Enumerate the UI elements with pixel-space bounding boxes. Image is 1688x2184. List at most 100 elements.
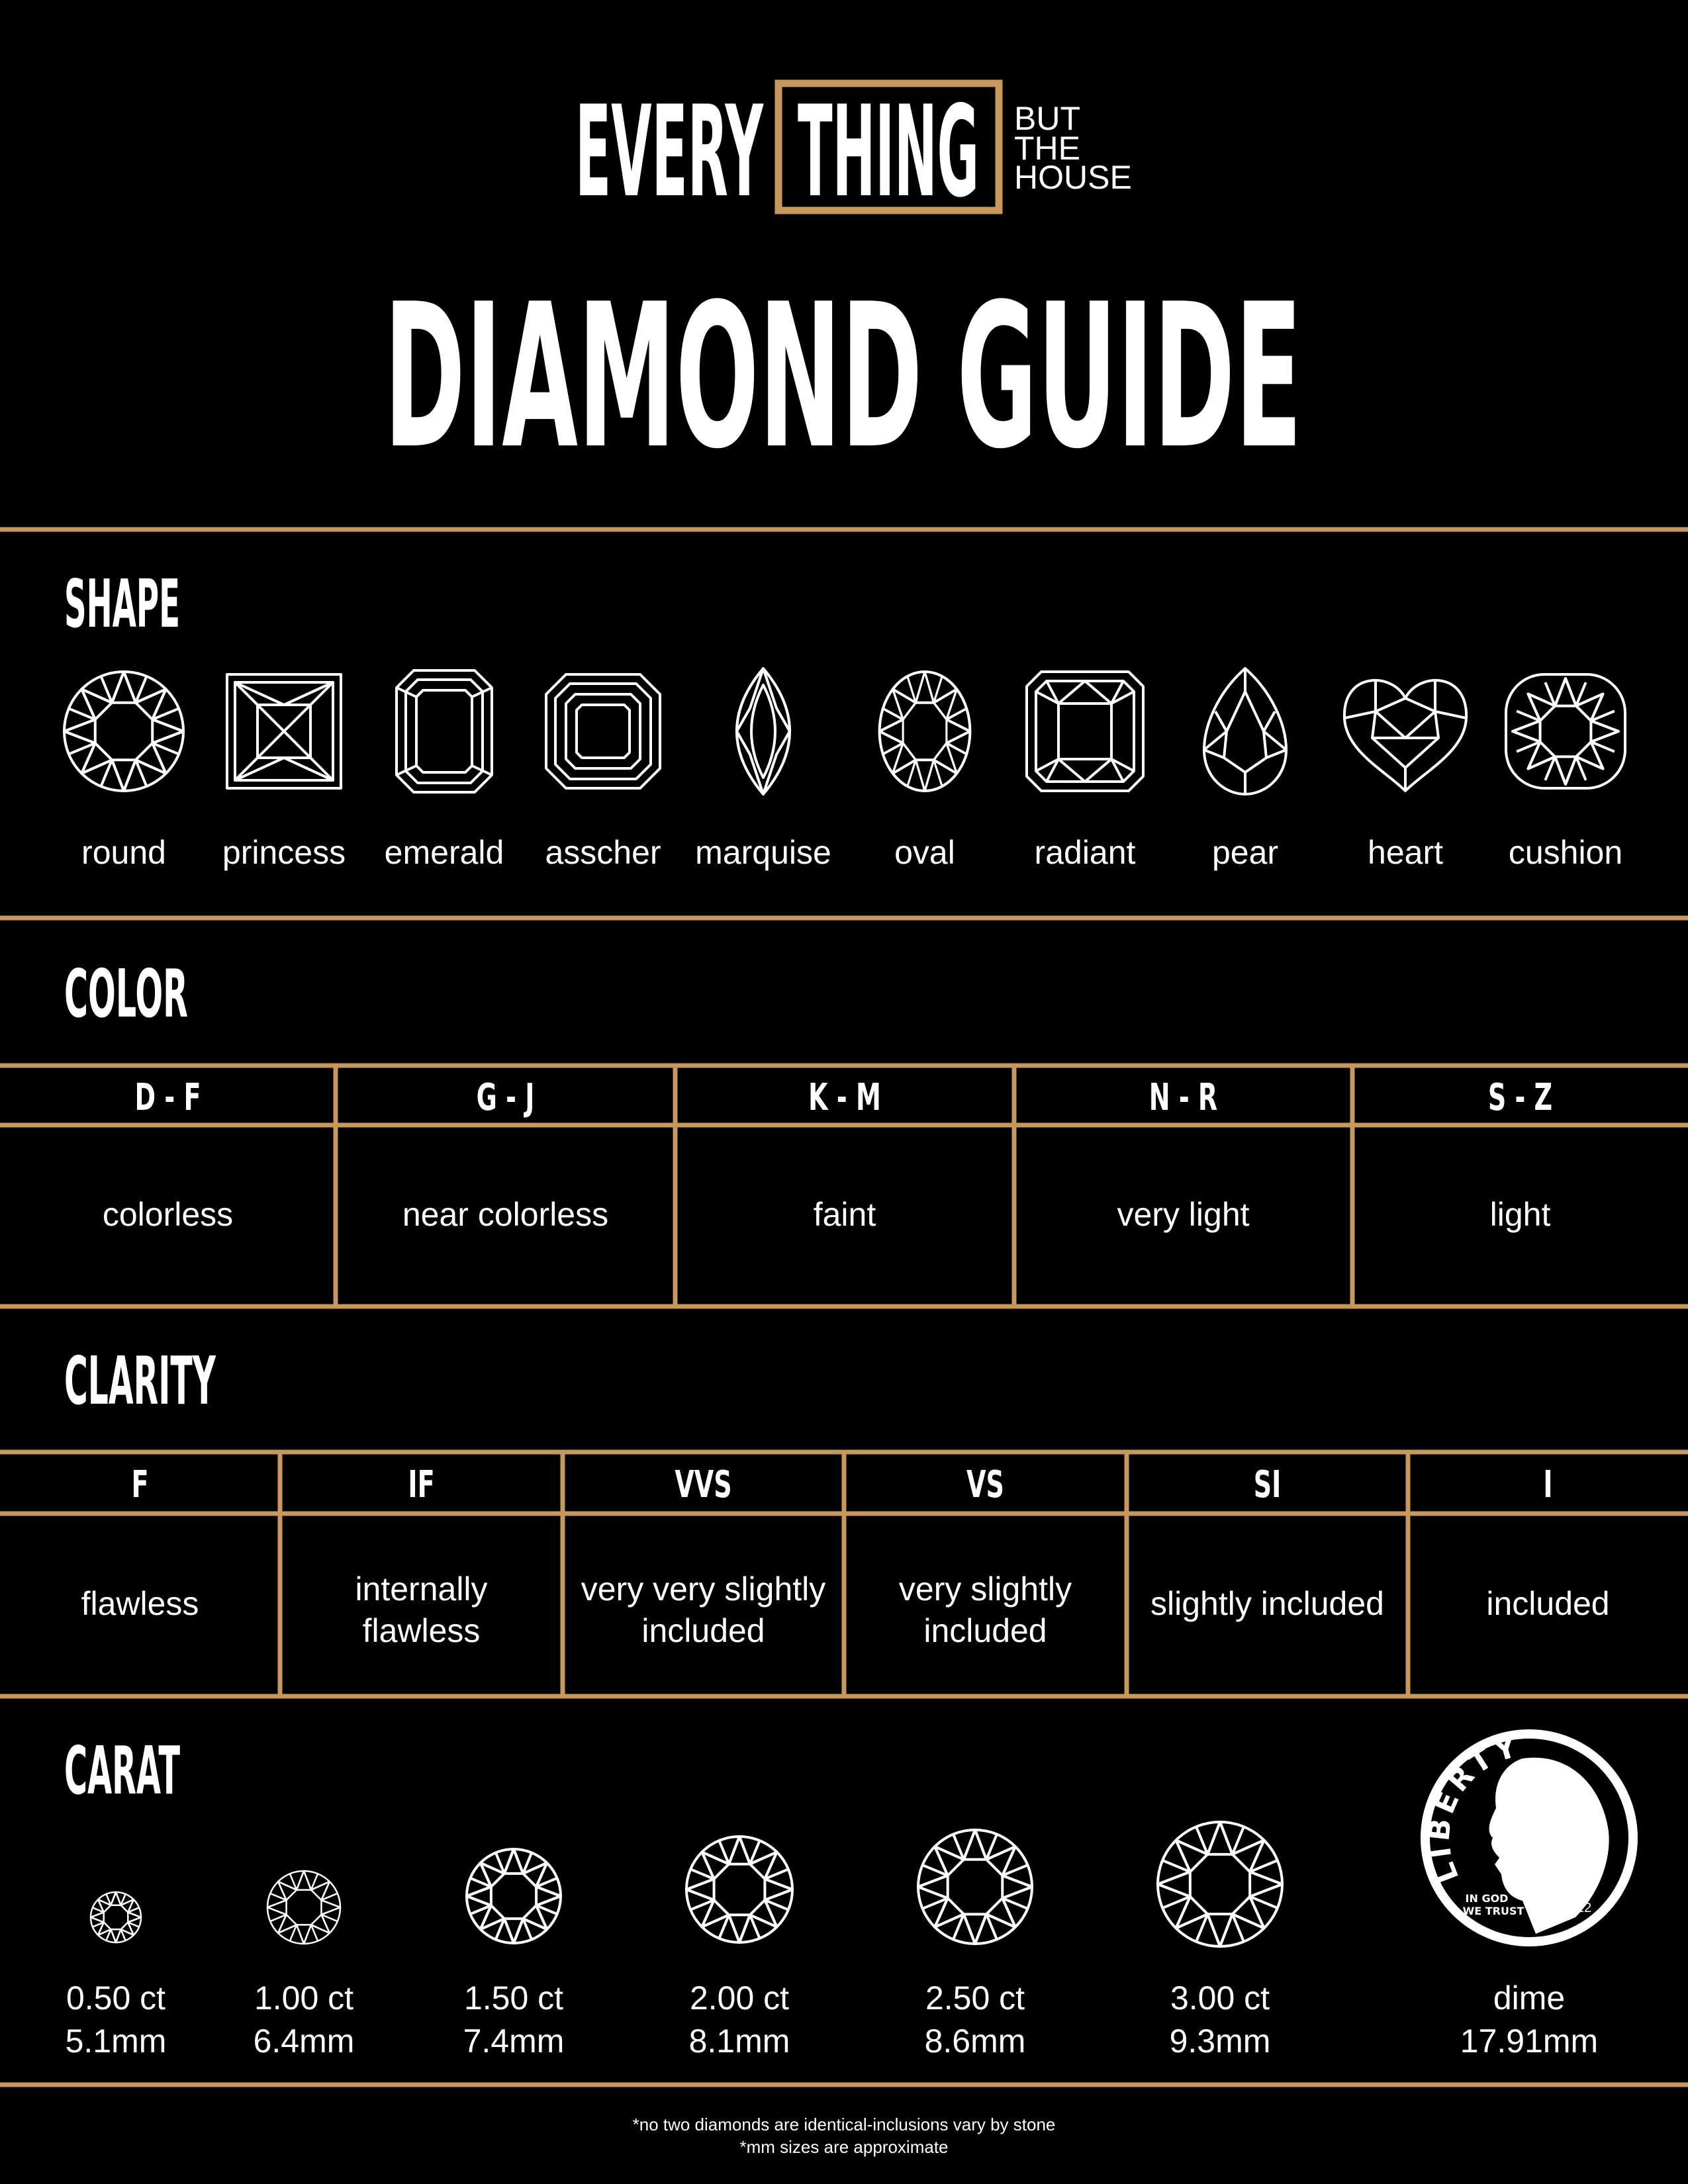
clarity-grade: SI [1254,1464,1282,1506]
shape-icon [395,669,493,794]
brand-tagline: HOUSE [1014,159,1132,196]
facet [701,1836,741,1866]
facet [396,686,492,776]
facet [234,681,334,782]
clarity-description: slightly included [1150,1585,1384,1622]
carat-size: 7.4mm [463,2023,565,2060]
clarity-grade: F [131,1464,148,1506]
outline [415,689,473,774]
facet [234,681,334,782]
coin-motto: WE TRUST [1463,1905,1524,1917]
clarity-description: flawless [363,1612,481,1649]
shape-label: oval [894,834,955,871]
outline [1505,673,1626,790]
carat-gem [89,1891,142,1944]
shape-icon [735,667,791,796]
coin-year: 2022 [1562,1901,1592,1915]
facet [1527,678,1567,707]
color-description: faint [814,1196,876,1233]
shape-label: pear [1212,834,1278,871]
dime-size: 17.91mm [1460,2023,1598,2060]
outline [1025,670,1145,792]
facet [1035,680,1135,783]
shape-label: princess [222,834,346,871]
clarity-grade: I [1543,1464,1552,1506]
section-heading: SHAPE [64,565,180,643]
facet [1175,1821,1221,1856]
clarity-description: included [1486,1585,1609,1622]
shape-label: cushion [1509,834,1622,871]
clarity-grade: IF [408,1464,434,1506]
dime-label: dime [1493,1979,1565,2017]
facet [81,671,125,704]
facet [97,1891,117,1906]
carat-weight: 2.00 ct [690,1979,789,2017]
section-heading: CLARITY [64,1342,216,1420]
facet [1344,682,1467,791]
clarity-description: included [641,1612,765,1649]
color-description: near colorless [402,1196,608,1233]
oval-scale [878,670,971,792]
shape-label: marquise [695,834,831,871]
clarity-description: very very slightly [581,1570,826,1608]
clarity-description: internally [355,1570,487,1608]
facet [934,1829,976,1861]
color-description: light [1490,1196,1551,1233]
carat-weight: 3.00 ct [1170,1979,1270,2017]
carat-weight: 0.50 ct [66,1979,165,2017]
outline [575,704,631,759]
facet [479,1848,515,1875]
carat-size: 8.6mm [925,2023,1026,2060]
facet [1203,668,1288,794]
color-grade: S - Z [1488,1077,1552,1119]
footnote: *mm sizes are approximate [740,2137,949,2157]
brand-box [774,79,1003,214]
carat-gem [917,1829,1033,1945]
outline [226,673,342,790]
section-heading: COLOR [64,955,188,1032]
brand-every: EVERY [575,79,764,225]
brand-thing: THING [798,79,979,225]
carat-weight: 2.50 ct [925,1979,1025,2017]
carat-weight: 1.00 ct [254,1979,353,2017]
clarity-grade: VVS [675,1464,731,1506]
shape-icon [878,670,971,792]
clarity-description: very slightly [899,1570,1072,1608]
outline [545,673,661,790]
color-grade: N - R [1149,1077,1217,1119]
title: DIAMOND GUIDE [384,261,1302,492]
shape-label: round [81,834,166,871]
clarity-description: included [923,1612,1047,1649]
carat-size: 9.3mm [1170,2023,1271,2060]
carat-size: 8.1mm [689,2023,790,2060]
coin-motto: IN GOD [1466,1892,1509,1905]
facet [892,671,926,704]
brand-tagline: BUT [1014,100,1080,137]
clarity-description: flawless [81,1585,199,1622]
shape-icon [1505,673,1626,790]
clarity-grade: VS [966,1464,1004,1506]
carat-size: 6.4mm [254,2023,355,2060]
color-description: very light [1117,1196,1249,1233]
carat-gem [465,1848,562,1944]
footnote: *no two diamonds are identical-inclusion… [633,2115,1056,2134]
color-description: colorless [103,1196,233,1233]
dime-portrait [1489,1757,1609,1934]
outline [554,682,652,780]
shape-icon [226,673,342,790]
shape-icon [63,670,185,792]
carat-gem [685,1835,794,1944]
shape-icon [1025,670,1145,792]
section-heading: CARAT [64,1732,180,1809]
facet [1057,702,1113,760]
shape-label: emerald [385,834,504,871]
color-grade: G - J [477,1077,535,1119]
shape-icon [1342,678,1468,792]
color-grade: K - M [808,1077,881,1119]
brand-tagline: THE [1014,130,1080,167]
color-grade: D - F [135,1077,201,1119]
facet [277,1870,305,1891]
shape-label: asscher [545,834,661,871]
